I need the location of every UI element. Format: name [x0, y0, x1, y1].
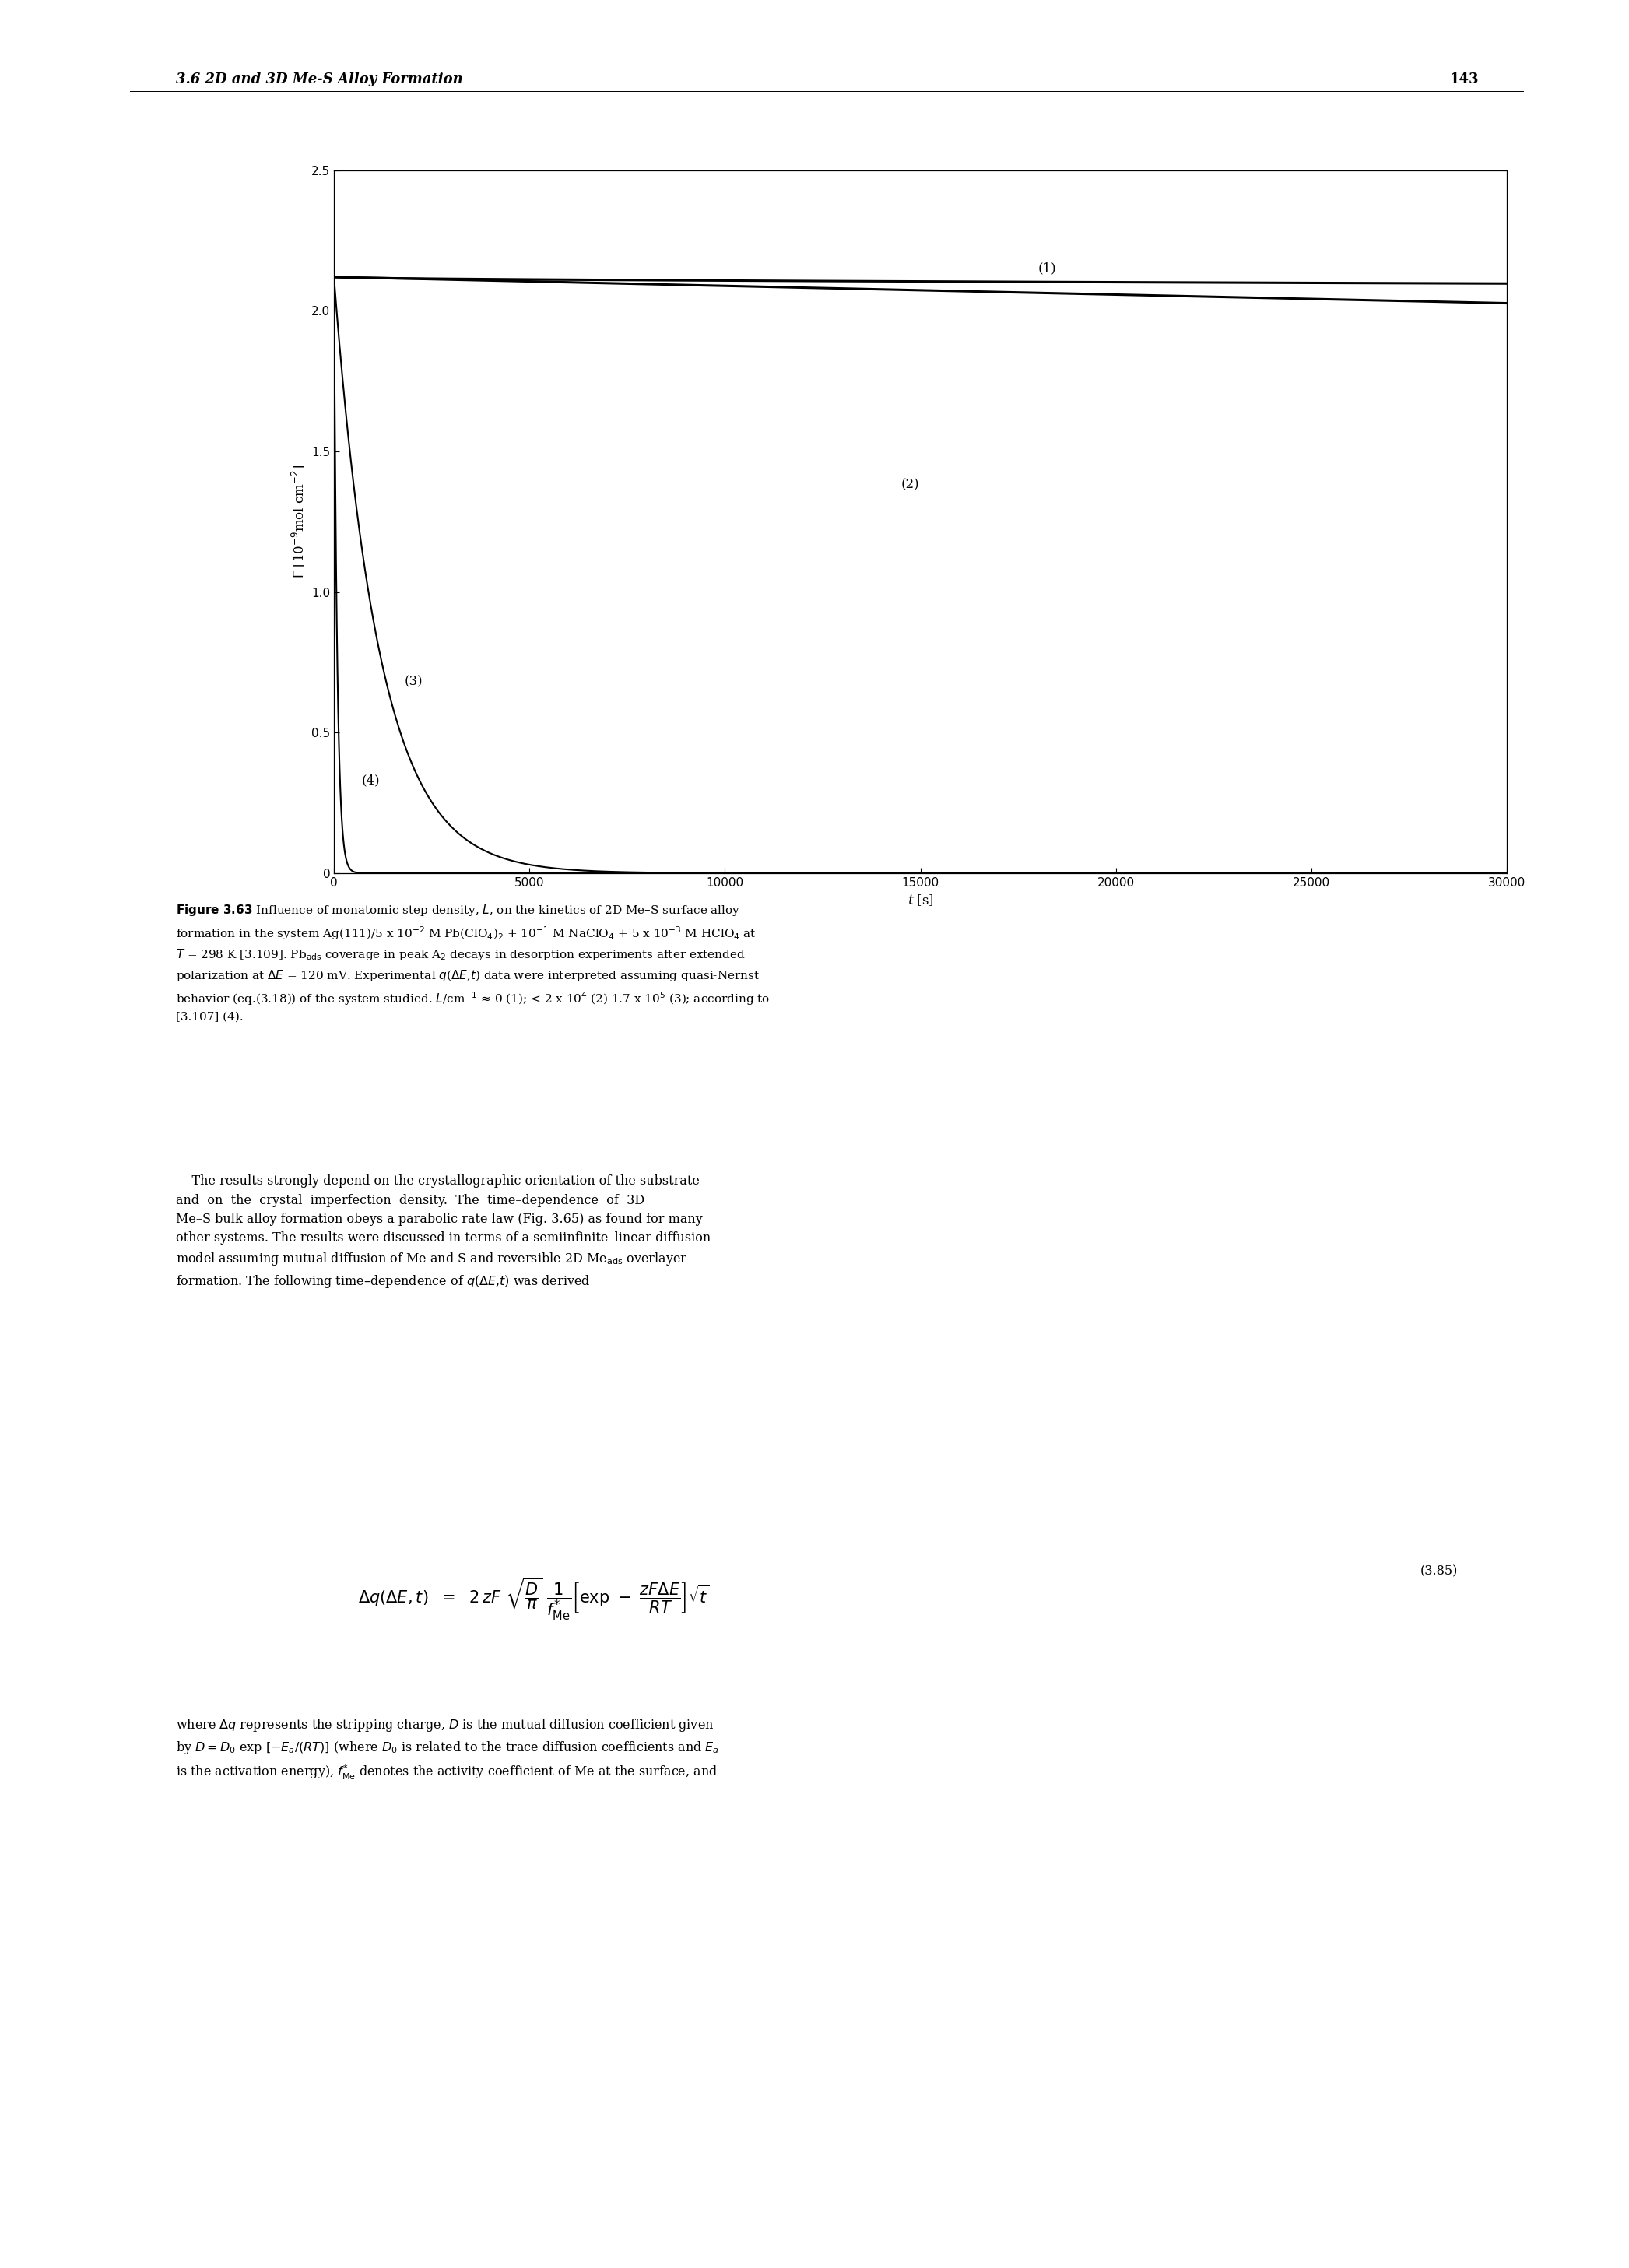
Y-axis label: $\Gamma$ [10$^{-9}$mol cm$^{-2}$]: $\Gamma$ [10$^{-9}$mol cm$^{-2}$]	[290, 465, 306, 578]
Text: (3): (3)	[404, 676, 422, 689]
Text: 3.6 2D and 3D Me-S Alloy Formation: 3.6 2D and 3D Me-S Alloy Formation	[176, 73, 463, 86]
Text: The results strongly depend on the crystallographic orientation of the substrate: The results strongly depend on the cryst…	[176, 1175, 710, 1290]
Text: where $\Delta q$ represents the stripping charge, $D$ is the mutual diffusion co: where $\Delta q$ represents the strippin…	[176, 1717, 718, 1780]
Text: (4): (4)	[362, 773, 380, 787]
Text: $\Delta q(\Delta E, t)\ \ =\ \ 2\,zF\ \sqrt{\dfrac{D}{\pi}}\ \dfrac{1}{f_{\mathr: $\Delta q(\Delta E, t)\ \ =\ \ 2\,zF\ \s…	[358, 1576, 710, 1622]
Text: $\mathbf{Figure\ 3.63}$ Influence of monatomic step density, $L$, on the kinetic: $\mathbf{Figure\ 3.63}$ Influence of mon…	[176, 903, 771, 1023]
Text: (3.85): (3.85)	[1420, 1565, 1458, 1579]
Text: (1): (1)	[1038, 261, 1056, 274]
Text: (2): (2)	[901, 479, 919, 492]
X-axis label: $t$ [s]: $t$ [s]	[907, 894, 933, 907]
Text: 143: 143	[1450, 73, 1479, 86]
